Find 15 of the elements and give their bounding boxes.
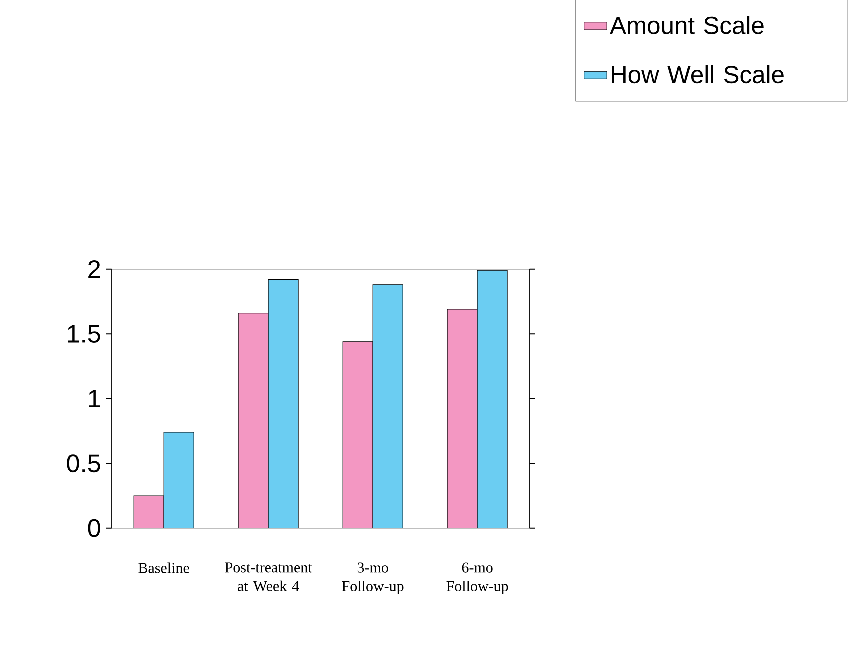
legend-label: Amount Scale xyxy=(610,16,764,34)
bar xyxy=(447,309,478,528)
legend-label: How Well Scale xyxy=(612,66,784,84)
bar xyxy=(238,313,269,528)
bar xyxy=(134,496,164,528)
y-tick-label: 0 xyxy=(88,519,100,538)
bar xyxy=(342,342,374,528)
x-tick-label: 3-mo Follow-up xyxy=(342,562,404,595)
x-tick-label: Post-treatment at Week 4 xyxy=(225,562,312,592)
y-tick-label: 2 xyxy=(88,260,100,278)
x-tick-label: 6-mo Follow-up xyxy=(446,562,508,595)
y-tick-label: 1.5 xyxy=(68,325,100,344)
y-tick-label: 0.5 xyxy=(67,454,100,473)
x-tick-label: Baseline xyxy=(138,562,190,574)
y-tick-label: 1 xyxy=(89,390,100,408)
